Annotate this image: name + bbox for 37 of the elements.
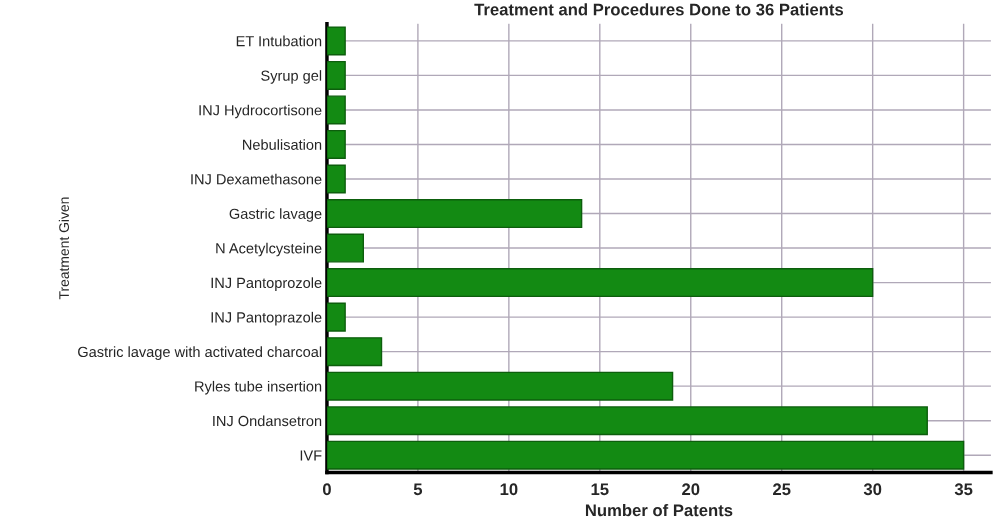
x-tick-label: 35 <box>954 483 973 496</box>
y-tick-label: Gastric lavage with activated charcoal <box>78 346 322 360</box>
x-tick-label: 0 <box>322 483 331 496</box>
bar <box>326 164 346 194</box>
bar <box>326 129 346 159</box>
y-tick-label: Gastric lavage <box>229 208 322 222</box>
x-tick-label: 15 <box>591 483 609 496</box>
bar <box>326 233 365 263</box>
x-tick-label: 5 <box>413 483 423 496</box>
bar <box>326 95 346 125</box>
y-tick-label: ET Intubation <box>236 35 322 47</box>
x-tick-label: 30 <box>863 483 882 496</box>
bar <box>326 26 346 56</box>
bar <box>326 337 383 367</box>
y-tick-label: INJ Ondansetron <box>213 415 322 427</box>
y-tick-label: INJ Hydrocortisone <box>199 104 322 119</box>
bar <box>326 406 928 436</box>
bar <box>326 440 965 470</box>
y-tick-label: INJ Pantoprozole <box>211 277 322 291</box>
bar <box>326 268 874 298</box>
x-tick-label: 10 <box>500 483 518 496</box>
x-axis-title: Number of Patents <box>585 504 733 517</box>
bar <box>326 302 346 332</box>
y-tick-label: Syrup gel <box>261 70 322 84</box>
y-tick-label: IVF <box>300 450 322 461</box>
y-tick-label: INJ Dexamethasone <box>191 173 322 185</box>
x-tick-label: 25 <box>773 483 791 496</box>
y-tick-label: Ryles tube insertion <box>195 380 322 395</box>
x-tick-label: 20 <box>682 483 700 496</box>
y-tick-label: INJ Pantoprazole <box>211 311 322 326</box>
chart-title: Treatment and Procedures Done to 36 Patients <box>474 3 844 16</box>
y-axis-title: Treatment Given <box>58 197 70 300</box>
bar <box>326 199 583 229</box>
y-tick-label: N Acetylcysteine <box>216 242 322 257</box>
bar <box>326 60 346 90</box>
bar <box>326 371 674 401</box>
y-tick-label: Nebulisation <box>243 139 322 150</box>
